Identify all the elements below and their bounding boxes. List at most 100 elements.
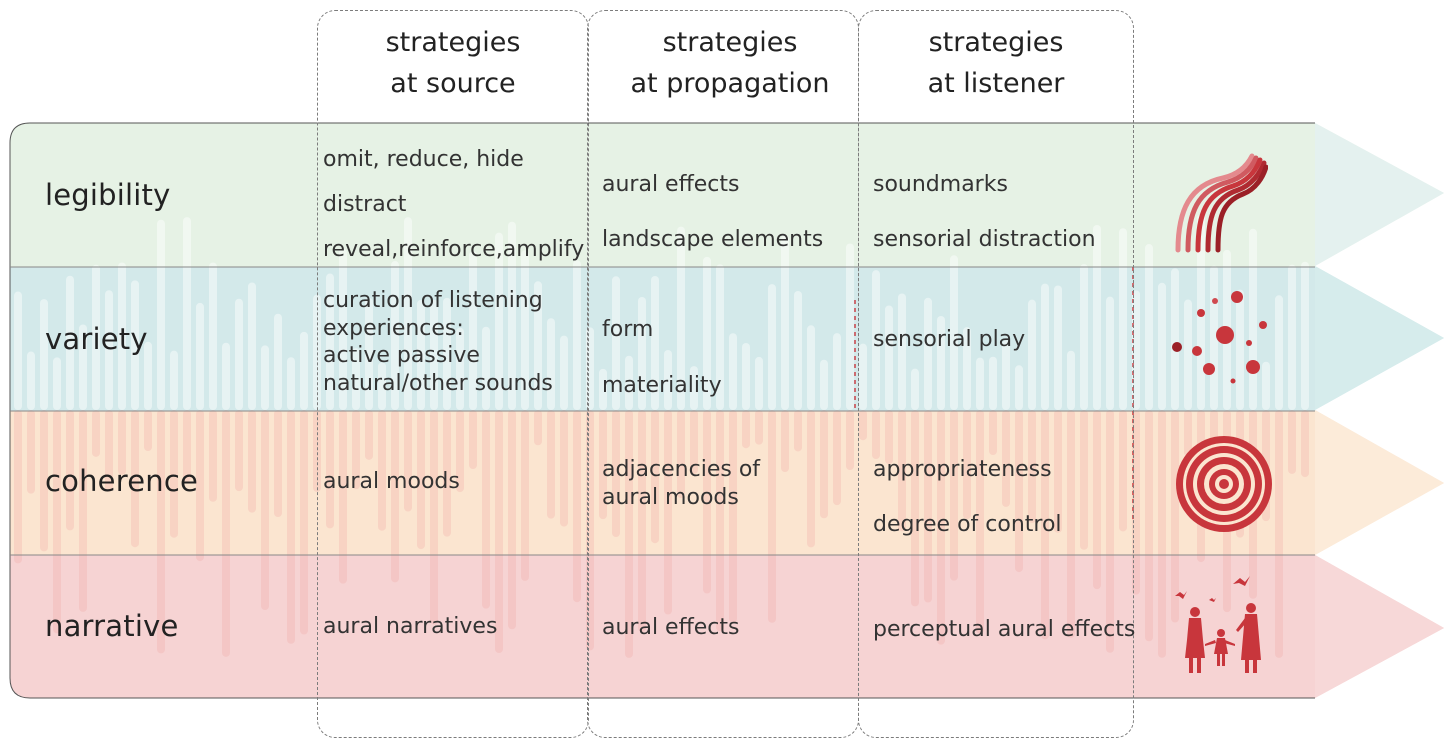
strategy-item: degree of control <box>873 512 1062 537</box>
waveform-bar <box>560 410 568 527</box>
cell-legibility-listener: soundmarks sensorial distraction <box>873 157 1096 267</box>
waveform-bar <box>872 410 880 459</box>
waveform-bar <box>768 410 776 623</box>
waveform-bar <box>521 410 529 581</box>
waveform-bar <box>573 410 581 603</box>
waveform-bar <box>885 305 893 410</box>
waveform-bar <box>599 368 607 410</box>
column-box-listener <box>858 10 1134 738</box>
waveform-bar <box>1288 410 1296 474</box>
waveform-bar <box>469 410 477 470</box>
waveform-bar <box>846 243 854 410</box>
waveform-bar <box>508 221 516 410</box>
waveform-bar <box>196 302 204 410</box>
waveform-bar <box>820 410 828 519</box>
waveform-bar <box>1275 410 1283 658</box>
waveform-bar <box>1041 283 1049 410</box>
waveform-bar <box>1015 410 1023 573</box>
strategy-item: aural moods <box>323 469 460 494</box>
column-header-line: strategies <box>662 27 798 58</box>
waveform-bar <box>261 345 269 410</box>
waveform-bar <box>664 349 672 410</box>
waveform-bar <box>768 284 776 410</box>
waveform-bar <box>1106 296 1114 410</box>
waveform-bar <box>1119 410 1127 532</box>
waveform-bar <box>92 264 100 410</box>
waveform-bar <box>417 410 425 550</box>
row-label-variety: variety <box>45 322 148 356</box>
waveform-bar <box>430 299 438 410</box>
waveform-bar <box>209 410 217 502</box>
waveform-bar <box>846 410 854 471</box>
waveform-bar <box>417 299 425 410</box>
waveform-bar <box>690 366 698 410</box>
waveform-bar <box>1028 299 1036 410</box>
waveform-bar <box>547 318 555 410</box>
strategy-item: adjacencies of <box>602 457 761 482</box>
waveform-bar <box>1054 285 1062 410</box>
strategy-item: reveal,reinforce,amplify <box>323 237 585 262</box>
waveform-bar <box>209 262 217 410</box>
waveform-bar <box>53 410 61 634</box>
waveform-bar <box>885 410 893 464</box>
waveform-bar <box>651 410 659 544</box>
waveform-bar <box>274 313 282 410</box>
waveform-bar <box>859 343 867 410</box>
column-header-listener: strategies at listener <box>858 22 1134 104</box>
waveform-bar <box>963 327 971 410</box>
strategy-item: materiality <box>602 373 722 398</box>
waveform-bar <box>950 255 958 410</box>
strategy-item: aural narratives <box>323 614 498 639</box>
family-silhouette-icon <box>1175 576 1261 673</box>
waveform-bar <box>495 410 503 654</box>
waveform-bar <box>1132 410 1140 595</box>
waveform-bar <box>755 356 763 410</box>
waveform-bar <box>300 410 308 635</box>
strategy-item: sensorial distraction <box>873 227 1096 252</box>
waveform-bar <box>1080 264 1088 410</box>
waveform-bar <box>469 251 477 410</box>
waveform-bar <box>638 296 646 410</box>
waveform-bar <box>521 250 529 410</box>
waveform-bar <box>404 410 412 512</box>
strategy-item: experiences: <box>323 315 464 341</box>
waveform-bar <box>898 410 906 532</box>
waveform-bar <box>924 410 932 603</box>
waveform-bar <box>300 331 308 410</box>
waveform-bar <box>352 410 360 490</box>
waveform-bar <box>170 350 178 410</box>
waveform-bar <box>1145 244 1153 410</box>
waveform-bar <box>105 410 113 492</box>
waveform-bar <box>1171 268 1179 410</box>
waveform-bar <box>807 325 815 410</box>
waveform-bar <box>651 276 659 410</box>
strategy-item: aural effects <box>602 172 740 197</box>
waveform-bar <box>339 248 347 410</box>
strategy-item: distract <box>323 192 407 217</box>
waveform-bar <box>53 357 61 410</box>
waveform-bar <box>482 326 490 410</box>
cell-coherence-source: aural moods <box>323 469 460 495</box>
column-header-line: at source <box>390 68 516 99</box>
waveform-bar <box>677 226 685 410</box>
cell-legibility-source: omit, reduce, hide distract reveal,reinf… <box>323 137 584 272</box>
waveform-bar <box>599 410 607 520</box>
column-header-propagation: strategies at propagation <box>587 22 873 104</box>
waveform-bar <box>911 410 919 607</box>
waveform-bar <box>1158 282 1166 410</box>
waveform-bar <box>1015 365 1023 410</box>
row-label-narrative: narrative <box>45 609 179 643</box>
waveform-bar <box>14 291 22 410</box>
column-header-line: strategies <box>928 27 1064 58</box>
waveform-bar <box>1002 410 1010 507</box>
waveform-bar <box>40 299 48 410</box>
waveform-bar <box>508 410 516 630</box>
waveform-bar <box>27 410 35 494</box>
waveform-bar <box>365 410 373 460</box>
cell-narrative-listener: perceptual aural effects <box>873 617 1135 643</box>
waveform-bar <box>79 410 87 612</box>
variety-band <box>10 267 1444 411</box>
waveform-bar <box>144 341 152 410</box>
waveform-bar <box>677 410 685 499</box>
waveform-bar <box>1171 410 1179 623</box>
